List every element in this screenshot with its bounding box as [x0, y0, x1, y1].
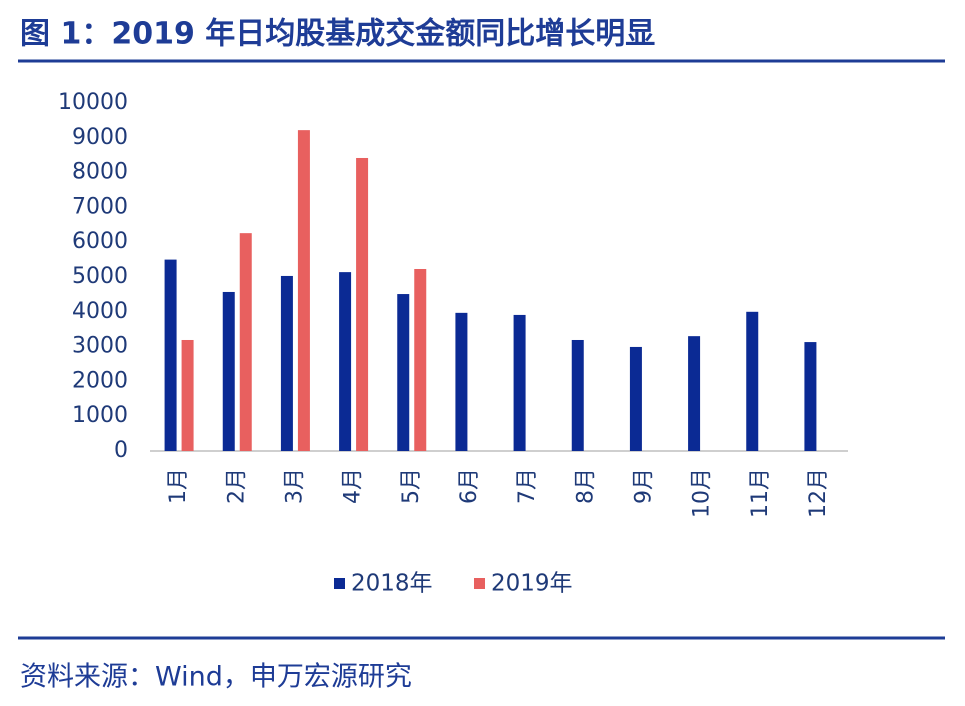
x-tick-label: 10月: [690, 468, 715, 518]
bar: [164, 259, 177, 451]
legend-label: 2019年: [491, 571, 573, 597]
bar: [688, 336, 701, 451]
y-tick-label: 4000: [72, 299, 128, 324]
bar: [629, 346, 642, 451]
x-tick-label: 7月: [515, 468, 540, 504]
bar: [513, 314, 526, 451]
x-tick-label: 5月: [399, 468, 424, 504]
y-tick-label: 10000: [58, 90, 128, 115]
bar: [222, 291, 235, 451]
y-tick-label: 3000: [72, 334, 128, 359]
legend-label: 2018年: [351, 571, 433, 597]
bar: [339, 272, 352, 451]
bar: [356, 157, 369, 451]
y-tick-label: 7000: [72, 194, 128, 219]
bar: [239, 233, 252, 451]
y-tick-label: 0: [114, 438, 128, 463]
bar: [571, 339, 584, 451]
y-tick-label: 5000: [72, 264, 128, 289]
bar: [804, 342, 817, 451]
x-tick-label: 3月: [282, 468, 307, 504]
bar: [297, 130, 310, 452]
y-tick-label: 1000: [72, 403, 128, 428]
y-tick-label: 9000: [72, 125, 128, 150]
bar: [455, 312, 468, 451]
x-tick-label: 12月: [806, 468, 831, 518]
x-tick-label: 6月: [457, 468, 482, 504]
x-tick-label: 11月: [748, 468, 773, 518]
bar: [280, 275, 293, 451]
bar: [746, 311, 759, 451]
x-tick-label: 8月: [573, 468, 598, 504]
source-note: 资料来源：Wind，申万宏源研究: [20, 662, 412, 693]
y-tick-label: 8000: [72, 160, 128, 185]
x-tick-label: 2月: [224, 468, 249, 504]
x-tick-label: 4月: [341, 468, 366, 504]
bar: [414, 268, 427, 451]
bar: [397, 294, 410, 451]
y-tick-label: 6000: [72, 229, 128, 254]
legend-swatch: [474, 578, 485, 589]
y-tick-label: 2000: [72, 368, 128, 393]
chart-title: 图 1：2019 年日均股基成交金额同比增长明显: [20, 17, 655, 52]
x-tick-label: 9月: [631, 468, 656, 504]
x-tick-label: 1月: [166, 468, 191, 504]
legend-swatch: [334, 578, 345, 589]
bar: [181, 339, 194, 451]
